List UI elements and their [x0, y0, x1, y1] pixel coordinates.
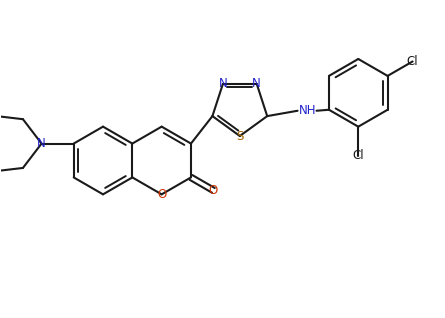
- Text: N: N: [37, 137, 46, 150]
- Text: Cl: Cl: [352, 149, 364, 162]
- Text: O: O: [209, 184, 218, 197]
- Text: NH: NH: [299, 104, 316, 117]
- Text: O: O: [157, 188, 166, 201]
- Text: N: N: [218, 77, 227, 90]
- Text: S: S: [236, 129, 243, 142]
- Text: N: N: [252, 77, 261, 90]
- Text: Cl: Cl: [407, 55, 418, 68]
